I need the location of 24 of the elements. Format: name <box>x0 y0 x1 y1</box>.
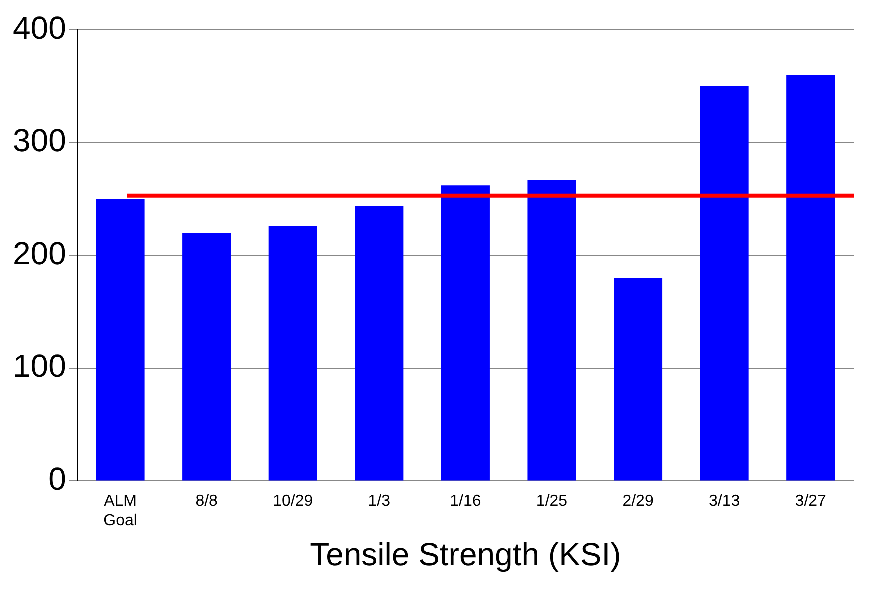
y-tick-label: 200 <box>13 235 66 272</box>
x-tick-label: 10/29 <box>273 493 314 510</box>
x-tick-label: 3/27 <box>795 493 827 510</box>
bar <box>786 75 836 481</box>
x-tick-label: 3/13 <box>708 493 740 510</box>
bar <box>614 278 663 481</box>
x-tick-label: 2/29 <box>622 493 654 510</box>
x-tick-label: 8/8 <box>196 493 218 510</box>
bar <box>441 186 490 481</box>
y-tick-label: 100 <box>13 348 66 384</box>
y-tick-label: 0 <box>48 461 66 498</box>
y-tick-label: 300 <box>13 122 66 159</box>
bar <box>355 206 404 481</box>
x-tick-label: 1/3 <box>368 493 391 510</box>
bar <box>528 180 576 481</box>
x-axis-title: Tensile Strength (KSI) <box>310 536 622 573</box>
bar <box>182 233 232 481</box>
x-tick-label: 1/25 <box>536 493 568 510</box>
y-tick-label: 400 <box>13 10 66 46</box>
x-tick-label: 1/16 <box>450 493 482 510</box>
x-tick-label: ALM Goal <box>104 493 138 530</box>
bar <box>96 199 145 481</box>
bar <box>700 86 749 481</box>
bar <box>268 226 318 481</box>
